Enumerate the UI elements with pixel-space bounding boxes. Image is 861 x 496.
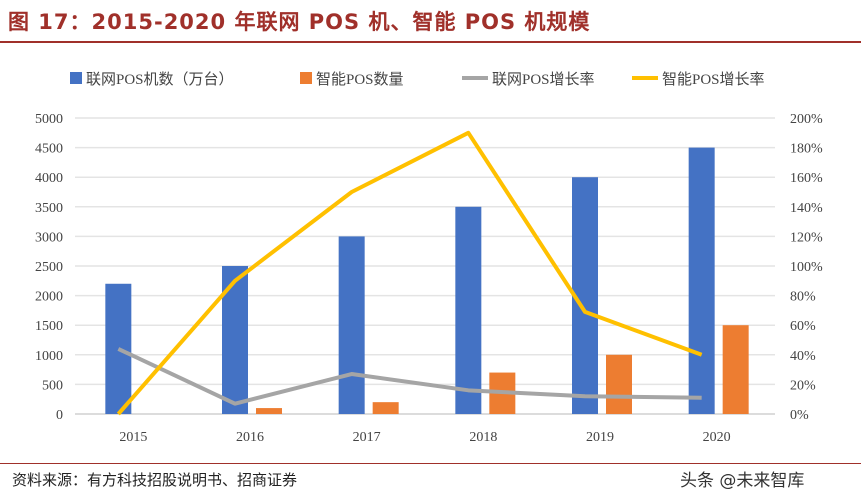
y-left-tick-label: 0	[56, 408, 63, 423]
chart-title: 图 17：2015-2020 年联网 POS 机、智能 POS 机规模	[8, 10, 591, 34]
x-tick-label: 2016	[236, 430, 264, 445]
x-tick-label: 2019	[586, 430, 614, 445]
title-rule	[0, 41, 861, 43]
y-right-tick-label: 0%	[790, 408, 809, 423]
y-left-tick-label: 3500	[35, 201, 63, 216]
bar-smart-pos	[606, 354, 632, 414]
y-left-tick-label: 4500	[35, 142, 63, 157]
source-note: 资料来源：有方科技招股说明书、招商证券	[12, 471, 298, 489]
y-right-tick-label: 160%	[790, 171, 823, 186]
legend-label: 联网POS增长率	[492, 71, 595, 88]
footer-rule	[0, 463, 861, 464]
y-right-tick-label: 40%	[790, 349, 816, 364]
bar-networked-pos	[338, 236, 365, 414]
y-left-tick-label: 3000	[35, 230, 63, 245]
y-right-tick-label: 80%	[790, 290, 816, 305]
y-right-tick-label: 180%	[790, 142, 823, 157]
x-tick-label: 2017	[353, 430, 381, 445]
y-left-tick-label: 1000	[35, 349, 63, 364]
x-tick-label: 2020	[703, 430, 731, 445]
y-left-tick-label: 500	[42, 378, 63, 393]
bar-networked-pos	[688, 147, 715, 414]
y-right-tick-label: 20%	[790, 378, 816, 393]
y-right-tick-label: 60%	[790, 319, 816, 334]
y-right-tick-label: 120%	[790, 230, 823, 245]
legend-label: 联网POS机数（万台）	[86, 71, 234, 88]
line-smart-growth	[116, 130, 703, 416]
bar-smart-pos	[256, 408, 282, 414]
legend-swatch	[70, 72, 82, 84]
y-right-tick-label: 200%	[790, 112, 823, 127]
bar-networked-pos	[455, 206, 482, 414]
x-tick-label: 2018	[469, 430, 497, 445]
legend-label: 智能POS数量	[316, 70, 404, 88]
y-right-tick-label: 100%	[790, 260, 823, 275]
bar-smart-pos	[722, 325, 749, 414]
legend-swatch	[300, 72, 312, 84]
y-left-tick-label: 2500	[35, 260, 63, 275]
legend-label: 智能POS增长率	[662, 70, 765, 88]
line-networked-growth	[117, 347, 702, 406]
watermark: 头条 @未来智库	[680, 471, 805, 491]
y-left-tick-label: 4000	[35, 171, 63, 186]
bar-smart-pos	[372, 402, 399, 414]
y-left-tick-label: 1500	[35, 319, 63, 334]
y-left-tick-label: 5000	[35, 112, 63, 127]
y-left-tick-label: 2000	[35, 290, 63, 305]
x-tick-label: 2015	[119, 430, 147, 445]
y-right-tick-label: 140%	[790, 201, 823, 216]
